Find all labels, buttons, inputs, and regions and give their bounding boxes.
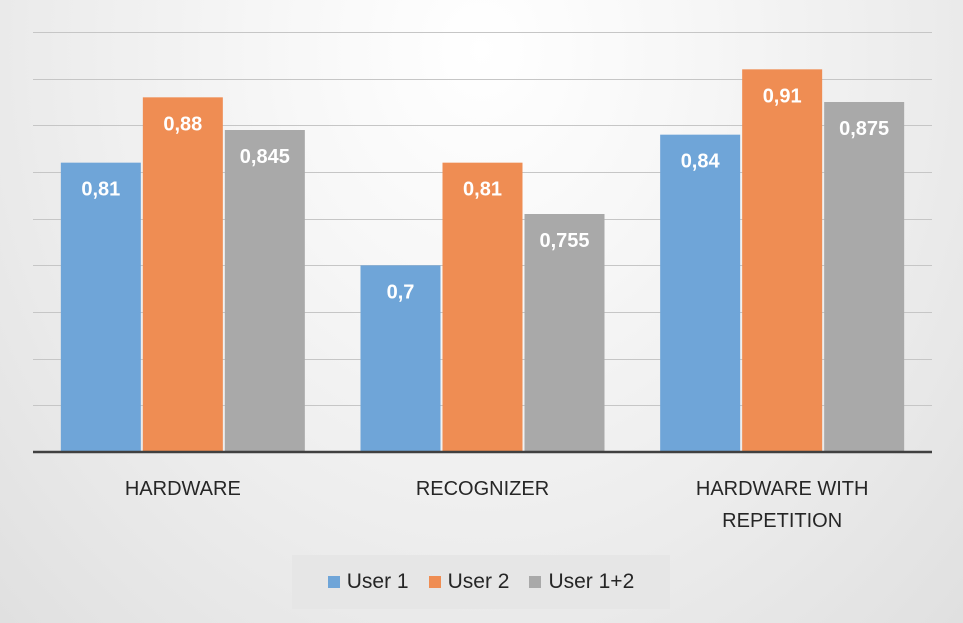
legend-swatch [428, 576, 441, 588]
legend-item: User 1+2 [529, 570, 634, 594]
bar-chart: 0,81 0,88 0,845 HARDWARE 0,7 0,81 0,755 RECOGNI… [33, 32, 932, 532]
bar-user-1-1 [60, 162, 141, 452]
data-label: 0,755 [539, 230, 589, 252]
bar-user-1-2-1 [224, 130, 305, 452]
data-label: 0,88 [163, 113, 202, 135]
data-label: 0,81 [463, 179, 502, 201]
bar-user-1-2-2 [524, 214, 605, 452]
legend-item: User 2 [428, 570, 510, 594]
category-label: HARDWARE WITH [696, 478, 869, 500]
bar-user-2-1 [142, 97, 223, 452]
data-label: 0,875 [839, 118, 889, 140]
bar-user-2-3 [742, 69, 823, 452]
legend-swatch [327, 576, 340, 588]
legend-label: User 1+2 [548, 570, 635, 593]
category-label: RECOGNIZER [416, 478, 549, 500]
category-label: REPETITION [722, 510, 842, 532]
legend-item: User 1 [327, 570, 409, 594]
bar-user-1-2 [360, 265, 441, 452]
legend: User 1 User 2 User 1+2 [292, 555, 670, 609]
bar-user-1-3 [660, 134, 741, 452]
bar-user-2-2 [442, 162, 523, 452]
data-label: 0,845 [240, 146, 290, 168]
legend-swatch [529, 576, 542, 588]
data-label: 0,81 [81, 179, 120, 201]
legend-label: User 2 [447, 570, 510, 593]
category-label: HARDWARE [125, 478, 241, 500]
legend-label: User 1 [346, 570, 409, 593]
bar-user-1-2-3 [824, 102, 905, 452]
data-label: 0,91 [763, 85, 802, 107]
data-label: 0,7 [387, 281, 415, 303]
data-label: 0,84 [681, 151, 721, 173]
